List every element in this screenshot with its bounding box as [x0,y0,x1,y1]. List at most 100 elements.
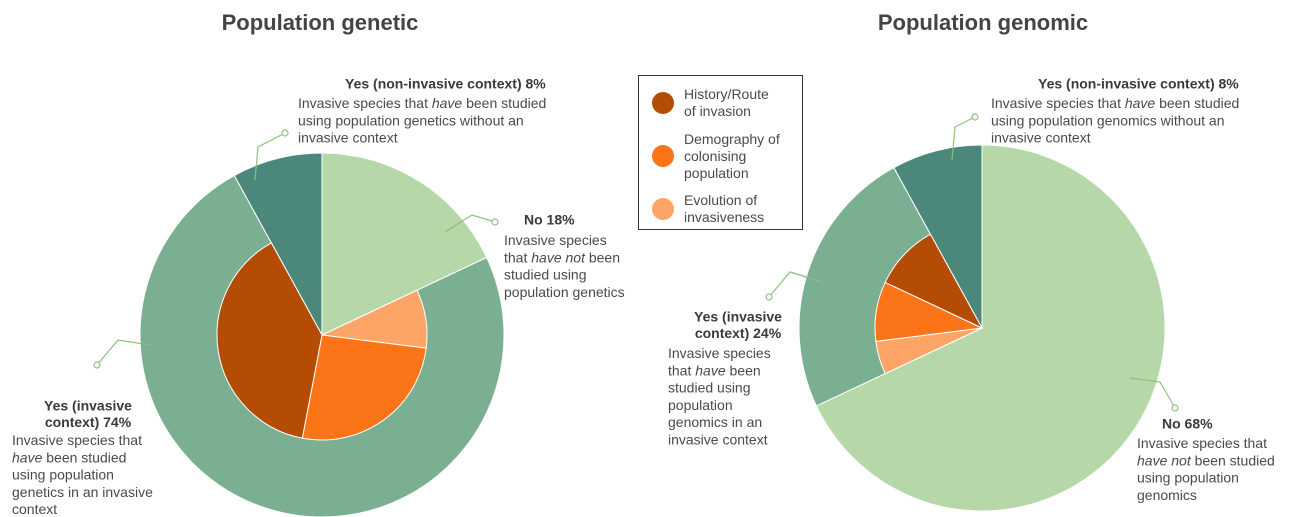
legend-item: Demography of colonising population [652,129,782,183]
legend-label: Demography of colonising population [684,130,780,181]
text-segment: Invasive species that [1137,435,1267,451]
inner-slice [216,242,323,439]
leader-dot [971,113,979,121]
text-segment: studied using [504,266,587,282]
annotation-text: invasive context [298,129,398,145]
leader-dot [93,361,101,369]
annotation-text: using population [1137,469,1239,485]
annotation-text: using population [12,466,114,482]
text-segment: Invasive species that [298,95,432,111]
annotation-text: Invasive species that have been studied [298,95,546,111]
text-segment: Invasive species [504,232,607,248]
annotation-text: context [12,501,57,517]
leader-dot [281,129,289,137]
leader-line [1129,377,1176,409]
text-segment: been studied [462,95,546,111]
annotation-text: using population genomics without an [991,112,1225,128]
text-segment: have [695,362,726,378]
text-segment: using population genetics without an [298,112,524,128]
annotation-text: studied using [504,266,587,282]
annotation-text: Invasive species [668,345,771,361]
text-segment: been studied [1155,95,1239,111]
annotation-text: genomics [1137,487,1197,503]
leader-dot [491,218,499,226]
legend-label: History/Route of invasion [684,86,769,119]
leader-line [96,339,151,366]
annotation-text: Invasive species that [1137,435,1267,451]
chart-title: Population genetic [222,10,419,35]
annotation-text: Invasive species [504,232,607,248]
text-segment: that [668,362,695,378]
leader-line [254,132,286,181]
annotation-text: population genetics [504,284,625,300]
annotation-heading: Yes (invasive [44,398,132,414]
annotation-heading: Yes (invasive [694,309,782,325]
text-segment: been studied [1191,452,1275,468]
text-segment: using population genomics without an [991,112,1225,128]
annotation-text: Invasive species that have been studied [991,95,1239,111]
annotation-heading: context) 74% [45,414,132,430]
annotation-text: Invasive species that [12,432,142,448]
annotation-text: using population genetics without an [298,112,524,128]
legend-label: Evolution of invasiveness [684,192,765,225]
annotation-heading: No 18% [524,212,575,228]
text-segment: genomics in an [668,414,762,430]
pie-slice [815,144,1166,512]
annotation-heading: Yes (non-invasive context) 8% [345,76,546,92]
legend-swatch [652,198,674,220]
annotation-text: genetics in an invasive [12,484,153,500]
annotation-text: genomics in an [668,414,762,430]
text-segment: using population [1137,469,1239,485]
text-segment: Invasive species that [12,432,142,448]
text-segment: invasive context [298,129,398,145]
legend-swatch [652,145,674,167]
text-segment: studied using [668,379,751,395]
annotation-heading: Yes (non-invasive context) 8% [1038,76,1239,92]
pie-slice [893,144,983,329]
text-segment: have [432,95,463,111]
annotation-text: that have been [668,362,761,378]
text-segment: Invasive species that [991,95,1125,111]
leader-dot [765,293,773,301]
annotation-text: studied using [668,379,751,395]
pie-slice [233,152,323,336]
text-segment: have [12,449,43,465]
text-segment: been [585,249,620,265]
chart-title: Population genomic [878,10,1088,35]
text-segment: have [1125,95,1156,111]
text-segment: been studied [42,449,126,465]
annotation-heading: No 68% [1162,416,1213,432]
annotation-text: have not been studied [1137,452,1275,468]
annotation-heading: context) 24% [695,325,782,341]
text-segment: been [726,362,761,378]
annotation-text: population [668,397,733,413]
annotation-text: invasive context [668,431,768,447]
text-segment: have not [1137,452,1192,468]
text-segment: have not [531,249,586,265]
legend-item: Evolution of invasiveness [652,182,782,236]
leader-dot [1171,404,1179,412]
text-segment: genetics in an invasive [12,484,153,500]
text-segment: population genetics [504,284,625,300]
legend: History/Route of invasion Demography of c… [638,75,803,230]
text-segment: population [668,397,733,413]
text-segment: genomics [1137,487,1197,503]
annotation-text: have been studied [12,449,126,465]
text-segment: that [504,249,531,265]
leader-line [768,271,823,298]
text-segment: context [12,501,57,517]
legend-swatch [652,92,674,114]
annotation-text: that have not been [504,249,620,265]
text-segment: Invasive species [668,345,771,361]
text-segment: invasive context [991,129,1091,145]
annotation-text: invasive context [991,129,1091,145]
legend-item: History/Route of invasion [652,76,782,130]
inner-slice [884,233,984,330]
text-segment: invasive context [668,431,768,447]
leader-line [444,214,496,233]
pie-slice [321,152,488,336]
leader-line [951,116,976,161]
inner-slice [301,334,427,441]
